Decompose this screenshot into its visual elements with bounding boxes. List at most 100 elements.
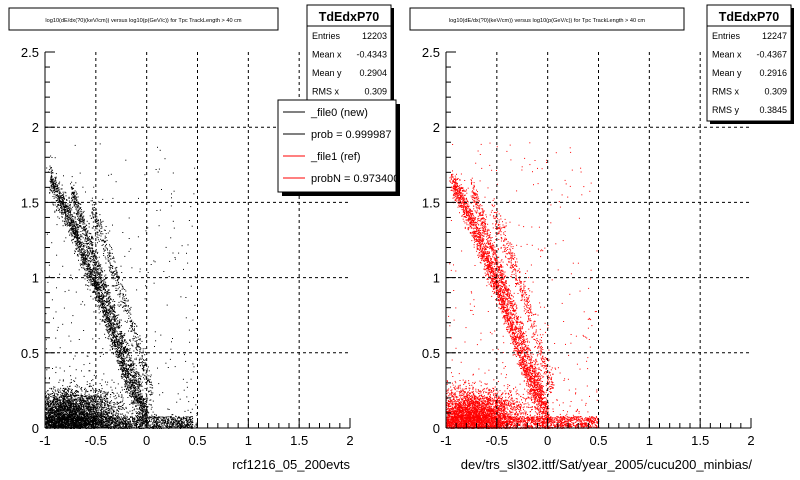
data-point	[97, 306, 98, 307]
data-point	[51, 175, 52, 176]
data-point	[103, 306, 104, 307]
data-point	[118, 360, 119, 361]
data-point	[83, 243, 84, 244]
data-point	[142, 382, 143, 383]
data-point	[69, 224, 70, 225]
data-point	[143, 416, 144, 417]
data-point	[85, 238, 86, 239]
data-point	[113, 330, 114, 331]
data-point	[147, 398, 148, 399]
data-point	[86, 270, 87, 271]
data-point	[75, 245, 76, 246]
data-point	[133, 394, 134, 395]
data-point	[59, 200, 60, 201]
data-point	[128, 381, 129, 382]
data-point	[103, 304, 104, 305]
data-point	[128, 365, 129, 366]
data-point	[66, 214, 67, 215]
data-point	[97, 253, 98, 254]
data-point	[135, 386, 136, 387]
data-point	[49, 169, 50, 170]
data-point	[105, 310, 106, 311]
data-point	[87, 285, 88, 286]
data-point	[62, 199, 63, 200]
data-point	[88, 264, 89, 265]
data-point	[109, 322, 110, 323]
data-point	[107, 317, 108, 318]
data-point	[144, 414, 145, 415]
data-point	[76, 192, 77, 193]
data-point	[141, 405, 142, 406]
data-point	[62, 185, 63, 186]
data-point	[117, 326, 118, 327]
data-point	[134, 388, 135, 389]
data-point	[122, 335, 123, 336]
data-point	[86, 266, 87, 267]
data-point	[104, 270, 105, 271]
data-point	[59, 194, 60, 195]
data-point	[131, 384, 132, 385]
data-point	[121, 331, 122, 332]
data-point	[58, 210, 59, 211]
data-point	[77, 254, 78, 255]
data-point	[144, 410, 145, 411]
data-point	[121, 349, 122, 350]
data-point	[88, 260, 89, 261]
data-point	[53, 191, 54, 192]
data-point	[146, 399, 147, 400]
data-point	[130, 396, 131, 397]
data-point	[126, 385, 127, 386]
data-point	[63, 204, 64, 205]
data-point	[105, 313, 106, 314]
data-point	[61, 214, 62, 215]
data-point	[99, 274, 100, 275]
data-point	[62, 212, 63, 213]
data-point	[91, 275, 92, 276]
data-point	[134, 382, 135, 383]
data-point	[135, 390, 136, 391]
data-point	[56, 188, 57, 189]
data-point	[144, 403, 145, 404]
data-point	[112, 337, 113, 338]
data-point	[60, 204, 61, 205]
data-point	[66, 202, 67, 203]
data-point	[118, 361, 119, 362]
data-point	[106, 300, 107, 301]
data-point	[142, 410, 143, 411]
data-point	[98, 282, 99, 283]
data-point	[76, 249, 77, 250]
data-point	[125, 365, 126, 366]
data-point	[112, 333, 113, 334]
data-point	[123, 350, 124, 351]
data-point	[59, 182, 60, 183]
data-point	[106, 324, 107, 325]
data-point	[57, 188, 58, 189]
data-point	[55, 205, 56, 206]
data-point	[56, 185, 57, 186]
data-point	[110, 302, 111, 303]
data-point	[50, 172, 51, 173]
data-point	[83, 248, 84, 249]
data-point	[107, 320, 108, 321]
data-point	[77, 233, 78, 234]
data-point	[77, 206, 78, 207]
data-point	[83, 265, 84, 266]
data-point	[100, 287, 101, 288]
data-point	[62, 201, 63, 202]
data-point	[74, 226, 75, 227]
data-point	[69, 201, 70, 202]
data-point	[116, 337, 117, 338]
data-point	[138, 395, 139, 396]
data-point	[60, 202, 61, 203]
data-point	[116, 350, 117, 351]
data-point	[123, 365, 124, 366]
data-point	[57, 206, 58, 207]
data-point	[110, 323, 111, 324]
data-point	[82, 259, 83, 260]
data-point	[132, 407, 133, 408]
data-point	[117, 356, 118, 357]
data-point	[90, 270, 91, 271]
data-point	[128, 376, 129, 377]
data-point	[128, 382, 129, 383]
data-point	[138, 379, 139, 380]
